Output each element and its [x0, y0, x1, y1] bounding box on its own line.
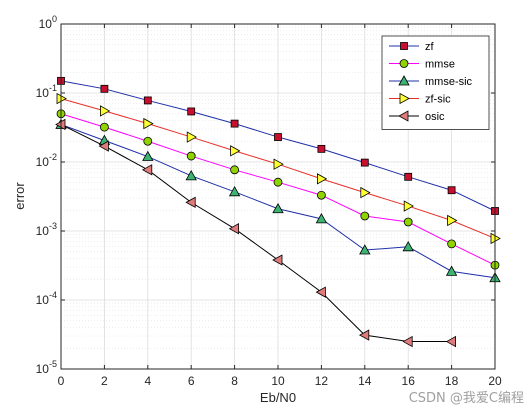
legend-marker — [398, 110, 409, 122]
data-point-zf — [360, 158, 369, 167]
x-tick-labels: 0 2 4 6 8 10 12 14 16 18 20 — [58, 374, 502, 388]
legend-label: osic — [425, 111, 445, 123]
data-point-mmse — [186, 151, 196, 161]
data-point-osic — [445, 335, 457, 348]
data-point-zf-sic — [186, 131, 198, 143]
data-point-osic — [228, 223, 240, 235]
legend-item-zf: zf — [389, 41, 435, 53]
data-point-zf — [187, 107, 196, 116]
x-tick-label: 4 — [144, 374, 151, 388]
data-point-osic — [272, 254, 283, 266]
y-tick-label: 10-3 — [36, 221, 57, 238]
legend-label: mmse-sic — [425, 76, 473, 88]
x-tick-label: 18 — [445, 374, 459, 388]
x-tick-label: 2 — [101, 374, 108, 388]
legend-item-mmse-sic: mmse-sic — [389, 75, 473, 88]
x-tick-label: 8 — [231, 374, 238, 388]
x-axis-label: Eb/N0 — [260, 390, 296, 405]
x-tick-label: 14 — [358, 374, 372, 388]
data-point-mmse — [360, 211, 370, 221]
data-point-mmse — [316, 190, 326, 200]
y-tick-label: 10-1 — [36, 83, 57, 100]
data-point-zf — [447, 186, 456, 195]
y-tick-label: 10-5 — [36, 359, 57, 376]
legend-marker — [399, 59, 409, 68]
legend-label: mmse — [425, 59, 455, 71]
data-point-mmse-sic — [185, 170, 197, 181]
y-tick-label: 10-4 — [36, 290, 57, 307]
legend-marker — [400, 42, 408, 50]
legend-label: zf — [425, 41, 435, 53]
x-tick-label: 20 — [488, 374, 502, 388]
data-point-mmse-sic — [402, 240, 414, 252]
data-point-osic — [141, 164, 153, 176]
series-line-osic — [60, 124, 452, 343]
data-point-mmse-sic — [228, 185, 241, 197]
data-point-zf-sic — [273, 158, 284, 170]
data-point-zf-sic — [230, 145, 241, 157]
data-point-zf-sic — [143, 117, 154, 130]
data-point-zf — [274, 133, 282, 141]
data-point-osic — [185, 196, 196, 209]
legend-label: zf-sic — [425, 94, 451, 106]
y-axis-label: error — [12, 182, 27, 210]
legend-marker — [399, 92, 410, 105]
x-tick-label: 0 — [58, 374, 65, 388]
data-point-osic — [402, 335, 413, 348]
legend-item-osic: osic — [389, 110, 445, 123]
data-point-mmse-sic — [272, 202, 284, 214]
data-point-osic — [358, 329, 370, 341]
data-point-mmse — [230, 165, 240, 175]
series-layer — [55, 76, 501, 348]
watermark: CSDN @我爱C编程 — [409, 391, 524, 406]
legend-item-mmse: mmse — [389, 59, 455, 71]
series-zf-sic — [56, 92, 501, 245]
legend-marker — [398, 75, 410, 86]
data-point-zf — [143, 96, 152, 105]
data-point-mmse — [447, 239, 457, 249]
data-point-osic — [315, 286, 326, 298]
legend: zf mmse mmse-sic zf-sic osic — [381, 35, 490, 130]
legend-item-zf-sic: zf-sic — [389, 92, 451, 106]
y-tick-label: 100 — [39, 14, 57, 31]
data-point-osic — [98, 140, 109, 152]
data-point-mmse — [273, 177, 283, 187]
data-point-zf-sic — [316, 173, 328, 185]
data-point-zf — [100, 84, 109, 93]
data-point-mmse-sic — [142, 150, 154, 161]
data-point-mmse-sic — [445, 265, 458, 276]
data-point-mmse — [403, 217, 413, 227]
data-point-zf-sic — [360, 186, 371, 199]
data-point-mmse — [100, 122, 109, 132]
y-tick-label: 10-2 — [36, 152, 57, 169]
data-point-zf-sic — [403, 200, 415, 212]
x-tick-label: 6 — [188, 374, 195, 388]
series-osic — [55, 118, 457, 348]
data-point-zf — [317, 144, 326, 153]
data-point-zf — [230, 119, 239, 128]
series-zf — [57, 76, 499, 215]
data-point-mmse-sic — [315, 213, 328, 224]
data-point-zf — [404, 172, 413, 181]
y-tick-labels: 100 10-1 10-2 10-3 10-4 10-5 — [36, 14, 57, 376]
x-tick-label: 16 — [402, 374, 416, 388]
axis-ticks — [60, 23, 496, 370]
data-point-mmse — [143, 136, 153, 146]
data-point-zf-sic — [100, 105, 111, 117]
data-point-zf-sic — [447, 214, 458, 227]
data-point-mmse-sic — [359, 244, 371, 255]
x-tick-label: 12 — [315, 374, 329, 388]
x-tick-label: 10 — [271, 374, 285, 388]
